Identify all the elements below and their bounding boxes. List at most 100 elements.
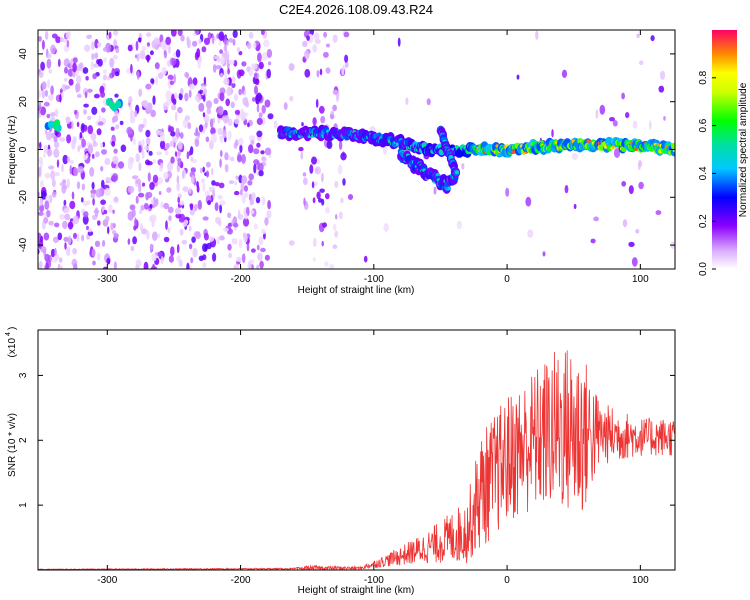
spectrogram-noise-blob	[66, 156, 70, 163]
spectrogram-noise-blob	[312, 197, 316, 204]
spectrogram-noise-blob	[311, 181, 315, 189]
spectrogram-noise-blob	[200, 178, 205, 184]
spectrogram-noise-blob	[69, 159, 74, 165]
spectrogram-noise-blob	[160, 256, 164, 265]
spectrogram-noise-blob	[100, 91, 106, 98]
spectrogram-noise-blob	[340, 152, 347, 161]
spectrogram-noise-blob	[112, 115, 118, 123]
spectrogram-noise-blob	[256, 244, 260, 251]
spectrogram-noise-blob	[53, 141, 60, 149]
spectrogram-noise-blob	[166, 187, 172, 193]
spectrogram-noise-blob	[50, 44, 56, 55]
spectrogram-noise-blob	[250, 210, 255, 215]
spectrogram-noise-blob	[69, 200, 76, 210]
spectrogram-noise-blob	[267, 61, 272, 66]
spectrogram-noise-blob	[264, 99, 271, 108]
spectrogram-noise-blob	[306, 35, 310, 41]
spectrogram-noise-blob	[100, 142, 103, 148]
spectrogram-noise-blob	[168, 44, 171, 54]
spectrogram-noise-blob	[57, 58, 61, 68]
spectrogram-noise-blob	[267, 200, 271, 210]
spectrogram-noise-blob	[205, 100, 213, 109]
spectrogram-noise-blob	[145, 83, 152, 90]
spectrogram-noise-blob	[101, 107, 106, 113]
spectrogram-noise-blob	[256, 264, 260, 269]
spectrogram-noise-blob	[542, 251, 546, 257]
spectrogram-noise-blob	[104, 187, 111, 196]
spectrogram-noise-blob	[67, 221, 74, 230]
spectrogram-noise-blob	[105, 177, 111, 182]
spectrogram-early-blob	[47, 120, 54, 129]
spectrogram-noise-blob	[104, 158, 111, 166]
spectrogram-noise-blob	[138, 182, 142, 193]
spectrogram-branch-point	[447, 186, 452, 191]
x-tick-label: 0	[504, 575, 510, 586]
spectrogram-noise-blob	[273, 120, 278, 129]
spectrogram-noise-blob	[242, 232, 247, 239]
spectrogram-noise-blob	[43, 249, 47, 257]
spectrogram-noise-blob	[161, 67, 167, 76]
spectrogram-noise-blob	[79, 62, 84, 69]
spectrogram-noise-blob	[227, 252, 233, 259]
spectrogram-noise-blob	[46, 210, 51, 218]
spectrogram-noise-blob	[251, 248, 256, 253]
spectrogram-noise-blob	[160, 40, 167, 50]
spectrogram-noise-blob	[658, 85, 665, 93]
spectrogram-noise-blob	[182, 186, 189, 192]
spectrogram-noise-blob	[254, 223, 258, 230]
spectrogram-noise-blob	[83, 211, 89, 218]
spectrogram-noise-blob	[209, 118, 214, 128]
spectrogram-noise-blob	[257, 252, 263, 261]
spectrogram-noise-blob	[90, 132, 97, 141]
spectrogram-noise-blob	[187, 122, 192, 130]
spectrogram-noise-blob	[206, 107, 212, 115]
spectrogram-noise-blob	[168, 215, 172, 222]
spectrogram-noise-blob	[141, 139, 145, 146]
spectrogram-noise-blob	[43, 144, 48, 154]
spectrogram-noise-blob	[323, 31, 327, 38]
spectrogram-noise-blob	[76, 93, 82, 98]
spectrogram-noise-blob	[47, 53, 52, 59]
spectrogram-noise-blob	[246, 66, 251, 72]
spectrogram-noise-blob	[43, 217, 49, 224]
spectrogram-early-blob	[105, 98, 112, 106]
spectrogram-noise-blob	[66, 178, 71, 189]
spectrogram-noise-blob	[224, 163, 229, 173]
spectrogram-noise-blob	[259, 260, 264, 269]
spectrogram-noise-blob	[241, 154, 246, 164]
spectrogram-noise-blob	[341, 66, 345, 76]
spectrogram-noise-blob	[108, 31, 112, 39]
spectrogram-noise-blob	[243, 89, 247, 96]
spectrogram-noise-blob	[58, 265, 63, 269]
spectrogram-noise-blob	[94, 240, 101, 247]
spectrogram-noise-blob	[638, 181, 644, 190]
spectrogram-noise-blob	[96, 59, 100, 65]
spectrogram-noise-blob	[186, 262, 190, 269]
spectrogram-noise-blob	[38, 166, 42, 177]
spectrogram-noise-blob	[176, 175, 180, 185]
spectrogram-noise-blob	[81, 183, 86, 191]
spectrogram-noise-blob	[134, 54, 138, 59]
spectrogram-noise-blob	[152, 174, 159, 183]
snr-y-scale-base: (x10	[7, 338, 18, 358]
spectrogram-noise-blob	[63, 236, 69, 242]
spectrogram-noise-blob	[202, 94, 206, 102]
snr-y-scale-close: )	[7, 327, 18, 330]
spectrogram-noise-blob	[628, 241, 635, 247]
spectrogram-noise-blob	[236, 256, 242, 263]
x-tick-label: 0	[504, 274, 510, 285]
spectrogram-noise-blob	[188, 243, 193, 250]
spectrogram-noise-blob	[257, 162, 264, 172]
snr-plot: -300 -200 -100 0 100 1 2 3 Height of straight …	[5, 327, 676, 596]
spectrogram-noise-blob	[158, 191, 162, 195]
spectrogram-noise-blob	[207, 200, 212, 206]
snr-series-line	[38, 350, 675, 570]
spectrogram-noise-blob	[167, 206, 174, 214]
spectrogram-noise-blob	[175, 213, 182, 219]
spectrogram-noise-blob	[535, 30, 539, 40]
spectrogram-noise-blob	[96, 252, 101, 261]
spectrogram-noise-blob	[102, 69, 107, 74]
spectrogram-noise-blob	[397, 37, 401, 47]
spectrogram-noise-blob	[456, 220, 463, 230]
spectrogram-noise-blob	[239, 144, 243, 153]
